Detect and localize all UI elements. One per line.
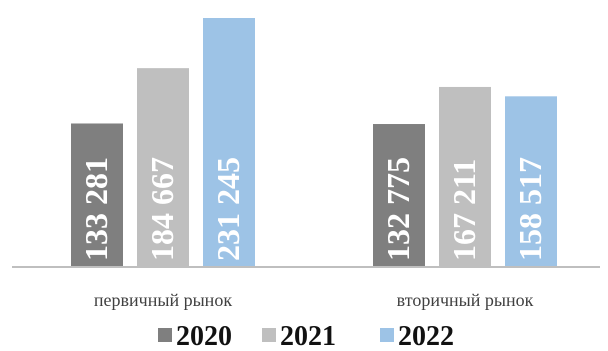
bar-2020-1 xyxy=(71,123,123,267)
legend-swatch-2020 xyxy=(158,328,172,342)
legend-swatch-2021 xyxy=(262,328,276,342)
category-label-2: вторичный рынок xyxy=(397,290,534,310)
legend-label-2020: 2020 xyxy=(176,321,232,351)
data-label-2022-1: 231 245 xyxy=(210,157,246,261)
legend: 2020 2021 2022 xyxy=(158,321,454,351)
data-label-2020-2: 132 775 xyxy=(380,157,416,261)
bar-2022-2 xyxy=(505,96,557,267)
data-label-2021-2: 167 211 xyxy=(446,159,482,261)
legend-swatch-2022 xyxy=(380,328,394,342)
bar-2021-2 xyxy=(439,86,491,267)
bar-2021-1 xyxy=(137,68,189,267)
bar-2022-1 xyxy=(203,18,255,267)
legend-label-2021: 2021 xyxy=(280,321,336,351)
legend-label-2022: 2022 xyxy=(398,321,454,351)
bar-2020-2 xyxy=(373,124,425,267)
bars-group: 133 281 184 667 231 245 132 775 167 211 158 5… xyxy=(71,18,557,267)
category-labels: первичный рынок вторичный рынок xyxy=(94,290,534,310)
data-label-2021-1: 184 667 xyxy=(144,157,180,261)
data-label-2022-2: 158 517 xyxy=(512,157,548,261)
data-label-2020-1: 133 281 xyxy=(78,157,114,261)
category-label-1: первичный рынок xyxy=(94,290,232,310)
